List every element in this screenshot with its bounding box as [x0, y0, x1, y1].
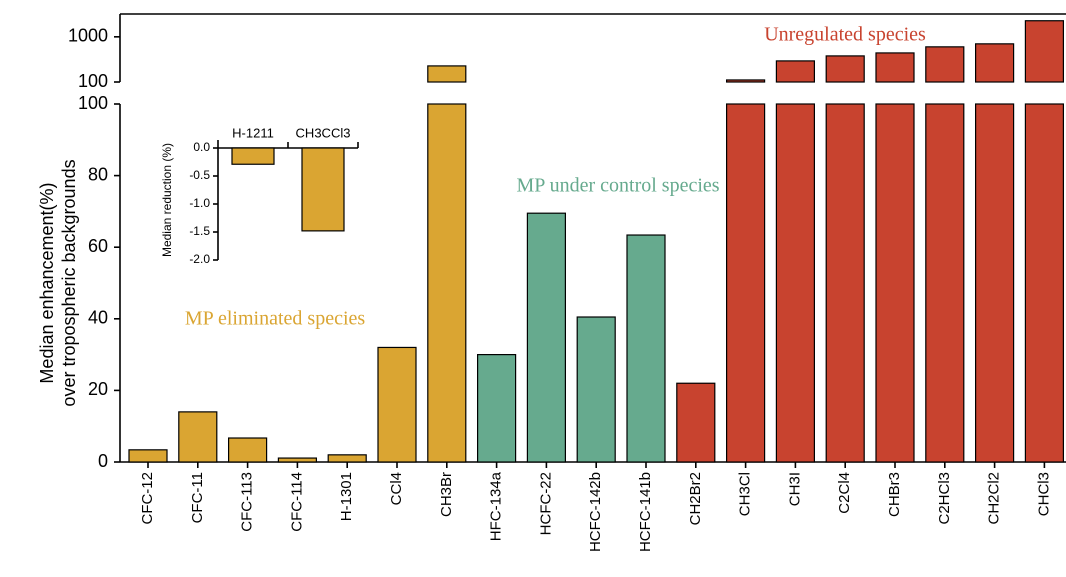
x-tick-label: CCl4	[388, 472, 405, 505]
inset-x-tick-label: H-1211	[232, 125, 274, 140]
inset-y-tick-label: -1.0	[189, 196, 210, 210]
y-tick-label: 40	[88, 308, 108, 328]
bar	[974, 43, 1015, 83]
y-tick-label: 100	[78, 93, 108, 113]
annotation: MP under control species	[516, 175, 719, 197]
bar	[825, 103, 865, 463]
bar	[377, 346, 417, 463]
bar	[775, 60, 816, 83]
x-tick-label: HCFC-142b	[587, 472, 604, 552]
x-tick-label: HCFC-22	[537, 472, 554, 535]
bar	[228, 437, 268, 463]
bar	[875, 52, 915, 83]
annotation: MP eliminated species	[185, 308, 366, 330]
bar	[1024, 103, 1065, 463]
bar	[327, 454, 367, 463]
bar	[725, 79, 766, 83]
annotation: Unregulated species	[764, 24, 926, 46]
bar	[875, 103, 915, 463]
bar	[825, 55, 865, 83]
bar	[277, 457, 317, 463]
bar	[427, 103, 467, 463]
x-tick-label: CHBr3	[886, 472, 903, 517]
x-tick-label: CFC-114	[288, 472, 305, 532]
bar	[526, 212, 567, 463]
x-tick-label: H-1301	[338, 472, 355, 521]
y-tick-label: 20	[88, 379, 108, 399]
x-tick-label: CH2Br2	[687, 472, 704, 525]
inset-bar	[301, 147, 345, 232]
bar	[676, 382, 716, 463]
x-tick-label: CFC-11	[189, 472, 206, 523]
bar	[1024, 20, 1065, 83]
x-tick-label: C2HCl3	[936, 472, 953, 525]
y-tick-label: 1000	[68, 26, 108, 46]
x-tick-label: CFC-113	[239, 472, 256, 532]
inset-y-tick-label: -2.0	[189, 252, 210, 266]
x-tick-label: CH3Cl	[737, 472, 754, 516]
bar	[477, 354, 517, 463]
y-tick-label: 80	[88, 164, 108, 184]
x-tick-label: C2Cl4	[836, 472, 853, 514]
bar	[178, 411, 218, 463]
bar	[427, 65, 467, 83]
x-tick-label: CH2Cl2	[986, 472, 1003, 525]
inset-y-tick-label: -0.5	[189, 168, 210, 182]
inset-y-tick-label: -1.5	[189, 224, 210, 238]
bar	[925, 103, 965, 463]
inset-bar	[231, 147, 275, 165]
x-tick-label: CFC-12	[139, 472, 156, 525]
y-axis-label: Median enhancement(%)	[37, 182, 57, 383]
bar	[974, 103, 1015, 463]
inset-y-tick-label: 0.0	[193, 140, 210, 154]
bar	[128, 449, 168, 463]
x-tick-label: CH3I	[786, 472, 803, 506]
inset-y-label: Median reduction (%)	[160, 143, 174, 257]
y-tick-label: 100	[78, 71, 108, 91]
y-axis-label: over tropospheric backgrounds	[59, 159, 79, 406]
y-tick-label: 60	[88, 236, 108, 256]
x-tick-label: CHCl3	[1035, 472, 1052, 516]
bar	[626, 234, 666, 463]
x-tick-label: HCFC-141b	[637, 472, 654, 552]
x-tick-label: CH3Br	[438, 472, 455, 517]
bar	[725, 103, 766, 463]
bar	[576, 316, 616, 463]
y-tick-label: 0	[98, 451, 108, 471]
inset-x-tick-label: CH3CCl3	[296, 125, 351, 140]
bar	[925, 46, 965, 83]
x-tick-label: HFC-134a	[488, 471, 505, 541]
bar	[775, 103, 816, 463]
